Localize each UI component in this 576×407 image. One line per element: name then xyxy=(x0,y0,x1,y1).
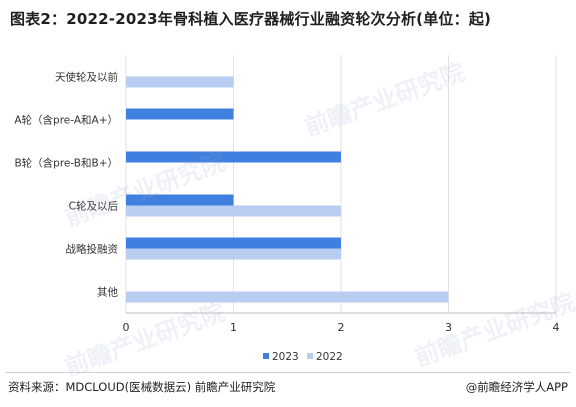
y-category-label: C轮及以后 xyxy=(69,200,118,213)
bar-2022 xyxy=(126,291,449,303)
bar-2022 xyxy=(126,248,341,260)
legend-label: 2023 xyxy=(272,351,299,363)
bar-2022 xyxy=(126,76,234,88)
bar-chart: 0 1 2 3 4 天使轮及以前 A轮（含pre-A和A+） B轮（含pre-B和B+） C轮及… xyxy=(14,55,560,363)
x-tick-label: 3 xyxy=(445,321,452,334)
bar-2023 xyxy=(126,194,234,206)
x-tick-label: 4 xyxy=(553,321,560,334)
chart-area: 0 1 2 3 4 天使轮及以前 A轮（含pre-A和A+） B轮（含pre-B和B+） C轮及… xyxy=(0,40,576,372)
bar-2023 xyxy=(126,151,341,163)
y-category-label: 战略投融资 xyxy=(66,243,119,256)
bar-2023 xyxy=(126,108,234,120)
x-tick-label: 2 xyxy=(338,321,345,334)
chart-title: 图表2：2022-2023年骨科植入医疗器械行业融资轮次分析(单位：起) xyxy=(10,10,492,28)
bar-2022 xyxy=(126,205,341,217)
y-category-label: 其他 xyxy=(97,286,118,299)
x-tick-label: 1 xyxy=(230,321,237,334)
legend-swatch-2023 xyxy=(263,353,269,359)
brand-credit: @前瞻经济学人APP xyxy=(465,380,568,394)
footer-divider xyxy=(6,372,570,373)
source-note: 资料来源：MDCLOUD(医械数据云) 前瞻产业研究院 xyxy=(8,380,276,394)
y-category-label: B轮（含pre-B和B+） xyxy=(14,157,118,170)
y-category-label: A轮（含pre-A和A+） xyxy=(14,114,118,127)
y-category-label: 天使轮及以前 xyxy=(55,71,118,84)
legend-swatch-2022 xyxy=(307,353,313,359)
x-tick-label: 0 xyxy=(123,321,130,334)
bar-2023 xyxy=(126,237,341,249)
legend-label: 2022 xyxy=(316,351,343,363)
